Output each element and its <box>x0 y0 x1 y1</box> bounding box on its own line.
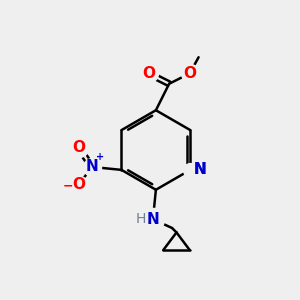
Text: −: − <box>62 180 73 193</box>
Text: O: O <box>183 66 196 81</box>
Text: N: N <box>194 162 207 177</box>
Text: +: + <box>96 152 105 162</box>
Text: N: N <box>147 212 159 227</box>
Text: H: H <box>136 212 146 226</box>
Text: O: O <box>72 140 85 155</box>
Text: N: N <box>194 162 207 177</box>
Text: O: O <box>72 177 85 192</box>
Text: N: N <box>85 159 98 174</box>
Text: O: O <box>142 66 155 81</box>
